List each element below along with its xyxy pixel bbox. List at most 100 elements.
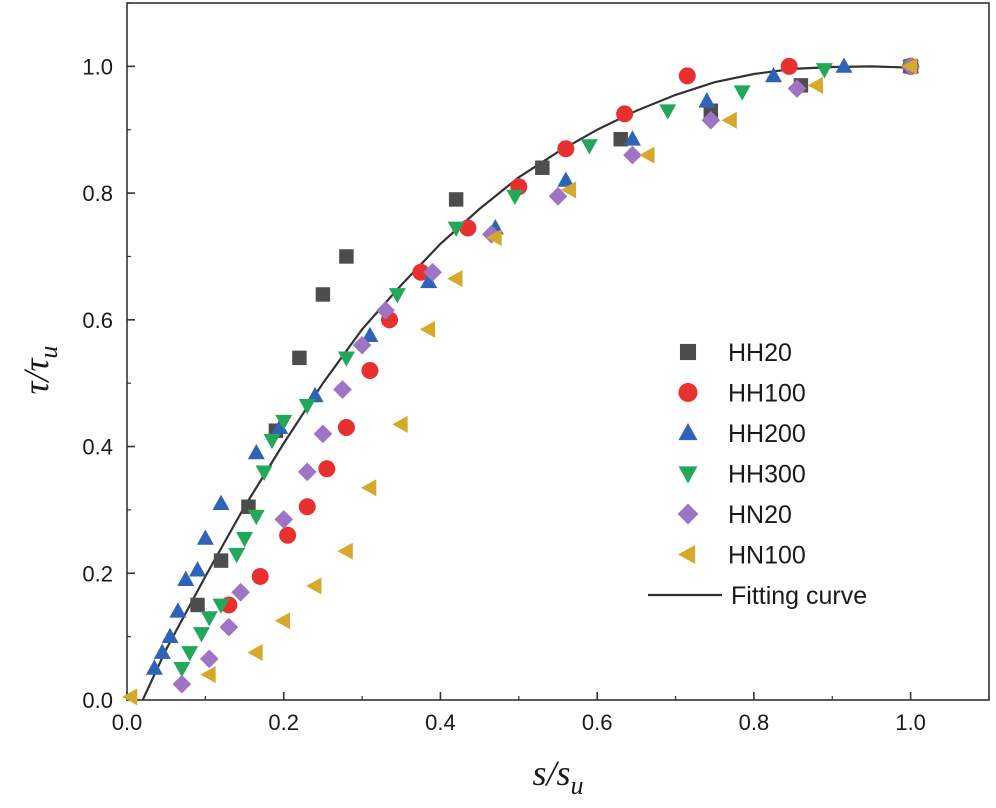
data-point bbox=[701, 110, 721, 130]
data-point bbox=[448, 192, 464, 207]
fitting-curve-line bbox=[141, 65, 911, 701]
legend-label: HH100 bbox=[728, 380, 806, 408]
data-point bbox=[231, 582, 250, 602]
data-point bbox=[419, 320, 436, 338]
series-hn100 bbox=[121, 57, 918, 706]
legend-marker-hh20 bbox=[679, 343, 697, 361]
data-point bbox=[765, 66, 782, 83]
series-hh200 bbox=[145, 57, 920, 675]
data-point bbox=[787, 79, 807, 98]
data-point bbox=[333, 380, 352, 399]
data-point bbox=[548, 186, 568, 206]
data-point bbox=[557, 140, 575, 158]
series-hh100 bbox=[220, 57, 920, 614]
data-point bbox=[506, 189, 524, 206]
data-point bbox=[313, 424, 333, 444]
data-point bbox=[420, 272, 438, 289]
data-point bbox=[121, 688, 138, 706]
data-point bbox=[189, 561, 207, 577]
data-point bbox=[251, 567, 269, 585]
x-tick-label: 0.0 bbox=[112, 710, 143, 735]
data-point bbox=[337, 542, 353, 560]
y-axis-title: τ/τu bbox=[16, 346, 63, 395]
data-point bbox=[306, 577, 322, 595]
legend: HH20 HH100 HH200 HH300 HN20 HN100 Fitting curv… bbox=[648, 339, 867, 610]
data-point bbox=[212, 598, 230, 614]
legend-marker-hn100 bbox=[678, 545, 696, 564]
data-point bbox=[659, 104, 677, 120]
data-point bbox=[169, 602, 187, 618]
data-point bbox=[219, 617, 239, 637]
fitting-curve-layer bbox=[141, 65, 911, 701]
data-point bbox=[200, 611, 218, 627]
data-point bbox=[247, 443, 265, 460]
data-point bbox=[392, 415, 408, 433]
x-tick-label: 0.2 bbox=[268, 710, 299, 735]
legend-label: HH300 bbox=[728, 461, 806, 489]
series-hh300 bbox=[173, 59, 920, 678]
data-point bbox=[337, 351, 355, 367]
data-point bbox=[447, 270, 463, 288]
data-point bbox=[901, 57, 918, 75]
data-point bbox=[274, 510, 294, 529]
data-point bbox=[212, 494, 230, 510]
y-tick-label: 0.6 bbox=[82, 308, 113, 333]
plot-frame bbox=[126, 2, 990, 701]
legend-marker-hh100 bbox=[678, 383, 698, 402]
axis-ticks: 0.0 0.2 0.4 0.6 0.8 1.0 0.0 0.2 0.4 0.6 0.8 1.0 bbox=[82, 2, 990, 735]
y-tick-label: 0.4 bbox=[82, 435, 113, 460]
data-point bbox=[423, 262, 442, 282]
data-point bbox=[486, 228, 502, 246]
series-hn20 bbox=[172, 57, 920, 694]
data-point bbox=[145, 659, 163, 675]
legend-marker-hn20 bbox=[677, 503, 699, 525]
x-tick-label: 0.8 bbox=[739, 710, 770, 735]
data-point bbox=[263, 433, 281, 450]
y-tick-label: 0.2 bbox=[82, 561, 113, 586]
data-point bbox=[196, 529, 214, 545]
data-point bbox=[613, 132, 628, 147]
data-point bbox=[361, 479, 377, 497]
data-point bbox=[815, 63, 833, 79]
data-point bbox=[315, 287, 331, 302]
data-point bbox=[376, 300, 395, 320]
legend-marker-hh200 bbox=[678, 423, 698, 441]
data-point bbox=[733, 85, 751, 101]
data-point bbox=[835, 57, 853, 73]
data-point bbox=[255, 465, 273, 481]
data-point bbox=[236, 532, 254, 548]
data-point bbox=[616, 105, 634, 123]
y-tick-label: 1.0 bbox=[82, 54, 113, 79]
data-point bbox=[339, 249, 354, 264]
data-point bbox=[459, 219, 477, 237]
data-point bbox=[228, 547, 246, 564]
x-tick-label: 0.4 bbox=[425, 710, 456, 735]
data-point bbox=[172, 674, 192, 694]
data-point bbox=[298, 398, 316, 415]
data-point bbox=[623, 130, 641, 146]
data-point bbox=[161, 627, 179, 644]
data-point bbox=[698, 92, 716, 108]
data-point bbox=[192, 627, 210, 643]
y-tick-label: 0.0 bbox=[82, 688, 113, 713]
data-point bbox=[361, 326, 379, 343]
data-point bbox=[412, 263, 430, 281]
data-point bbox=[482, 224, 501, 244]
data-point bbox=[780, 57, 798, 75]
data-point bbox=[623, 145, 642, 165]
data-point bbox=[388, 288, 406, 304]
data-point bbox=[279, 526, 297, 544]
series-hh20 bbox=[190, 59, 918, 613]
data-point bbox=[361, 362, 379, 380]
data-point bbox=[678, 67, 696, 85]
data-point bbox=[274, 612, 291, 630]
data-point bbox=[271, 418, 289, 434]
data-point bbox=[177, 570, 195, 586]
data-point bbox=[200, 666, 216, 684]
data-point bbox=[199, 649, 219, 669]
data-point bbox=[560, 181, 577, 199]
data-point bbox=[247, 509, 265, 526]
data-point bbox=[306, 386, 324, 403]
data-point bbox=[213, 553, 229, 568]
data-point bbox=[297, 462, 317, 482]
